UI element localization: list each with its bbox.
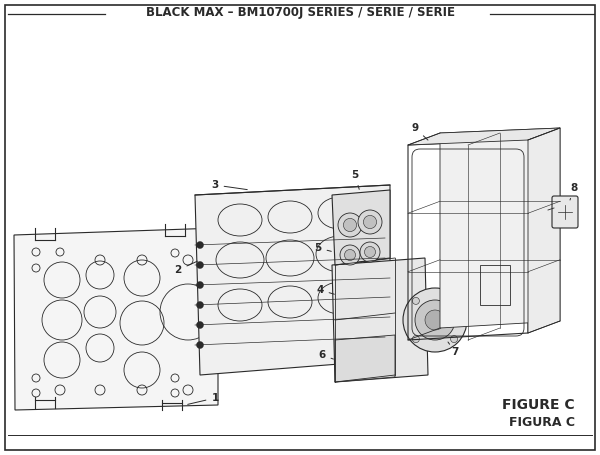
Circle shape (197, 242, 203, 248)
Text: 1: 1 (188, 393, 218, 404)
Text: 8: 8 (570, 183, 578, 200)
Circle shape (197, 282, 203, 288)
Circle shape (403, 288, 467, 352)
Circle shape (340, 245, 360, 265)
Circle shape (451, 298, 458, 304)
Polygon shape (14, 228, 218, 410)
Text: 5: 5 (314, 243, 331, 253)
Circle shape (343, 218, 356, 232)
Circle shape (365, 247, 376, 258)
Text: FIGURE C: FIGURE C (502, 398, 575, 412)
Polygon shape (195, 185, 390, 375)
Circle shape (197, 302, 203, 308)
Text: FIGURA C: FIGURA C (509, 415, 575, 429)
FancyBboxPatch shape (552, 196, 578, 228)
Polygon shape (335, 335, 395, 382)
Circle shape (364, 215, 377, 228)
Polygon shape (332, 190, 390, 265)
Polygon shape (408, 128, 560, 145)
Text: 5: 5 (352, 170, 359, 189)
Circle shape (338, 213, 362, 237)
Circle shape (412, 336, 419, 343)
Text: 6: 6 (319, 350, 334, 360)
Text: 4: 4 (316, 285, 334, 295)
Text: BLACK MAX – BM10700J SERIES / SÉRIE / SERIE: BLACK MAX – BM10700J SERIES / SÉRIE / SE… (146, 5, 455, 19)
Circle shape (197, 322, 203, 329)
Circle shape (451, 336, 458, 343)
Circle shape (197, 262, 203, 268)
Text: 9: 9 (412, 123, 428, 140)
Text: 7: 7 (448, 342, 458, 357)
Polygon shape (332, 258, 428, 382)
Polygon shape (528, 128, 560, 333)
Text: 3: 3 (211, 180, 247, 190)
Circle shape (360, 242, 380, 262)
Polygon shape (440, 128, 560, 328)
Circle shape (344, 249, 355, 261)
Circle shape (197, 342, 203, 349)
Circle shape (415, 300, 455, 340)
Circle shape (425, 310, 445, 330)
Text: 2: 2 (175, 261, 197, 275)
Circle shape (412, 298, 419, 304)
Circle shape (358, 210, 382, 234)
Bar (480, 265, 510, 305)
